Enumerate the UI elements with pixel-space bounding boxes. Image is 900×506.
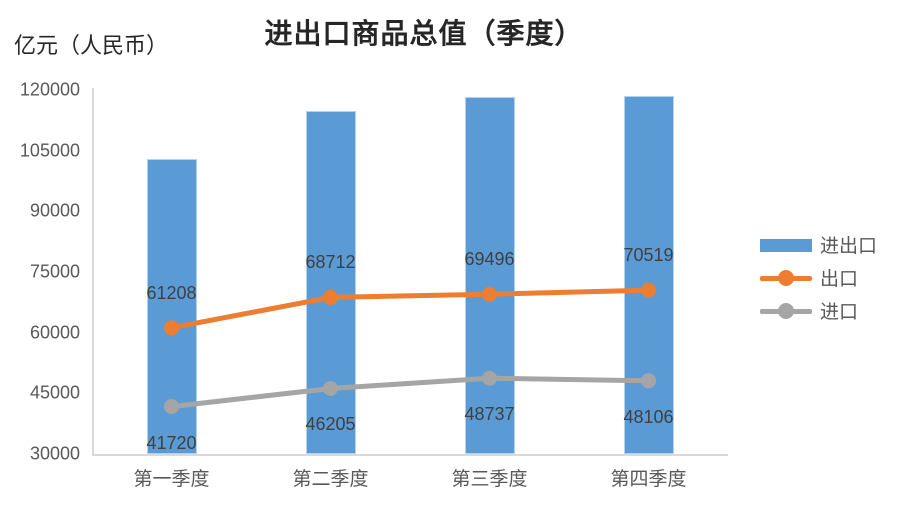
x-axis-category-label: 第二季度 <box>292 469 369 490</box>
data-label-进口-第一季度: 41720 <box>146 432 197 453</box>
y-axis-tick-label: 105000 <box>19 140 80 161</box>
data-label-出口-第二季度: 68712 <box>305 252 356 273</box>
legend-line-marker-icon <box>760 302 812 320</box>
chart-title: 进出口商品总值（季度） <box>264 19 584 50</box>
data-label-出口-第一季度: 61208 <box>146 282 197 303</box>
x-axis-category-label: 第四季度 <box>610 469 687 490</box>
line-出口 <box>169 287 651 331</box>
y-axis-tick-label: 75000 <box>29 261 80 282</box>
x-axis-category-label: 第一季度 <box>133 469 210 490</box>
bar-第二季度 <box>305 110 356 454</box>
line-进口 <box>169 375 651 410</box>
x-axis-category-label: 第三季度 <box>451 469 528 490</box>
legend-label: 进口 <box>820 302 859 323</box>
legend-item-进口: 进口 <box>760 294 877 327</box>
bar-第三季度 <box>464 97 515 454</box>
y-axis-line <box>92 88 94 454</box>
legend-line-marker-icon <box>760 269 812 287</box>
y-axis-tick-label: 30000 <box>29 443 80 464</box>
y-axis-unit-label: 亿元（人民币） <box>14 33 169 58</box>
dot-chip-icon <box>778 269 794 286</box>
bar-chip-icon <box>760 238 812 252</box>
legend-item-进出口: 进出口 <box>760 228 877 261</box>
legend-label: 进出口 <box>820 236 878 257</box>
legend-item-出口: 出口 <box>760 261 877 294</box>
y-axis-tick-label: 45000 <box>29 382 80 403</box>
data-label-进口-第三季度: 48737 <box>464 404 515 425</box>
bar-第一季度 <box>146 159 197 454</box>
data-label-进口-第四季度: 48106 <box>623 406 674 427</box>
bar-第四季度 <box>623 95 674 454</box>
x-axis-line <box>92 454 728 456</box>
data-label-进口-第二季度: 46205 <box>305 414 356 435</box>
legend: 进出口 出口 进口 <box>760 228 877 327</box>
y-axis-tick-label: 120000 <box>19 79 80 100</box>
legend-label: 出口 <box>820 269 859 290</box>
data-label-出口-第四季度: 70519 <box>623 245 674 266</box>
data-label-出口-第三季度: 69496 <box>464 249 515 270</box>
legend-bar-swatch-icon <box>760 236 812 254</box>
y-axis-tick-label: 60000 <box>29 322 80 343</box>
dot-chip-icon <box>778 302 794 319</box>
y-axis-tick-label: 90000 <box>29 200 80 221</box>
